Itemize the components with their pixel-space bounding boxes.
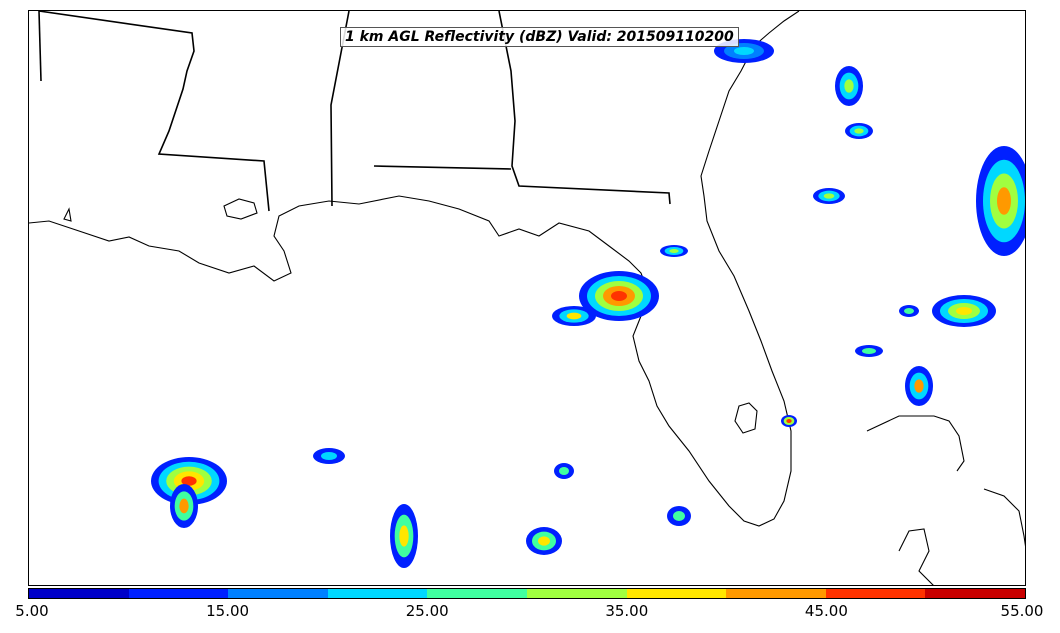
radar-echo (734, 47, 754, 55)
colorbar-segment (825, 589, 926, 598)
map-canvas (29, 11, 1025, 585)
radar-echo (673, 511, 685, 521)
radar-echo (611, 291, 627, 301)
lake-pontchartrain (223, 198, 258, 220)
colorbar-segment (128, 589, 229, 598)
radar-echo (559, 467, 569, 475)
colorbar-tick-label: 55.00 (1000, 602, 1044, 620)
radar-echo (538, 536, 550, 546)
alabama-georgia-border (498, 11, 671, 205)
colorbar-segment (526, 589, 627, 598)
radar-echo (669, 249, 679, 253)
florida-north-border (373, 165, 512, 170)
radar-echo (566, 312, 582, 320)
radar-echo (179, 498, 189, 514)
radar-echo (181, 476, 197, 486)
colorbar-segment (726, 589, 826, 598)
radar-echoes (151, 39, 1025, 568)
colorbar-tick-label: 35.00 (605, 602, 649, 620)
mississippi-louisiana-border (38, 11, 270, 212)
bahamas-coast (866, 415, 965, 472)
radar-echo (321, 452, 337, 460)
radar-echo (786, 419, 792, 423)
colorbar-segment (626, 589, 727, 598)
radar-echo (904, 308, 914, 314)
gulf-coast-la (29, 11, 800, 527)
colorbar-segment (29, 589, 129, 598)
radar-echo (914, 379, 924, 393)
radar-echo (399, 525, 409, 547)
colorbar-segment (228, 589, 328, 598)
radar-echo (844, 79, 854, 93)
colorbar-tick-label: 25.00 (405, 602, 449, 620)
colorbar-segment (427, 589, 527, 598)
map-title: 1 km AGL Reflectivity (dBZ) Valid: 20150… (340, 27, 739, 47)
colorbar-segment (327, 589, 428, 598)
radar-echo (997, 187, 1011, 215)
reflectivity-colorbar (28, 588, 1026, 599)
colorbar-tick-label: 15.00 (206, 602, 250, 620)
radar-echo (862, 348, 876, 354)
radar-echo (854, 128, 864, 134)
colorbar-tick-label: 5.00 (15, 602, 49, 620)
radar-echo (823, 193, 835, 199)
map-panel: 1 km AGL Reflectivity (dBZ) Valid: 20150… (28, 10, 1026, 586)
cuba-west (898, 528, 934, 585)
arkansas-border (38, 11, 42, 82)
lake-okeechobee (734, 402, 758, 434)
lake-louisiana (63, 207, 72, 222)
cuba-coast (983, 488, 1025, 547)
colorbar-segment (925, 589, 1025, 598)
radar-echo (956, 307, 972, 315)
colorbar-tick-label: 45.00 (804, 602, 848, 620)
